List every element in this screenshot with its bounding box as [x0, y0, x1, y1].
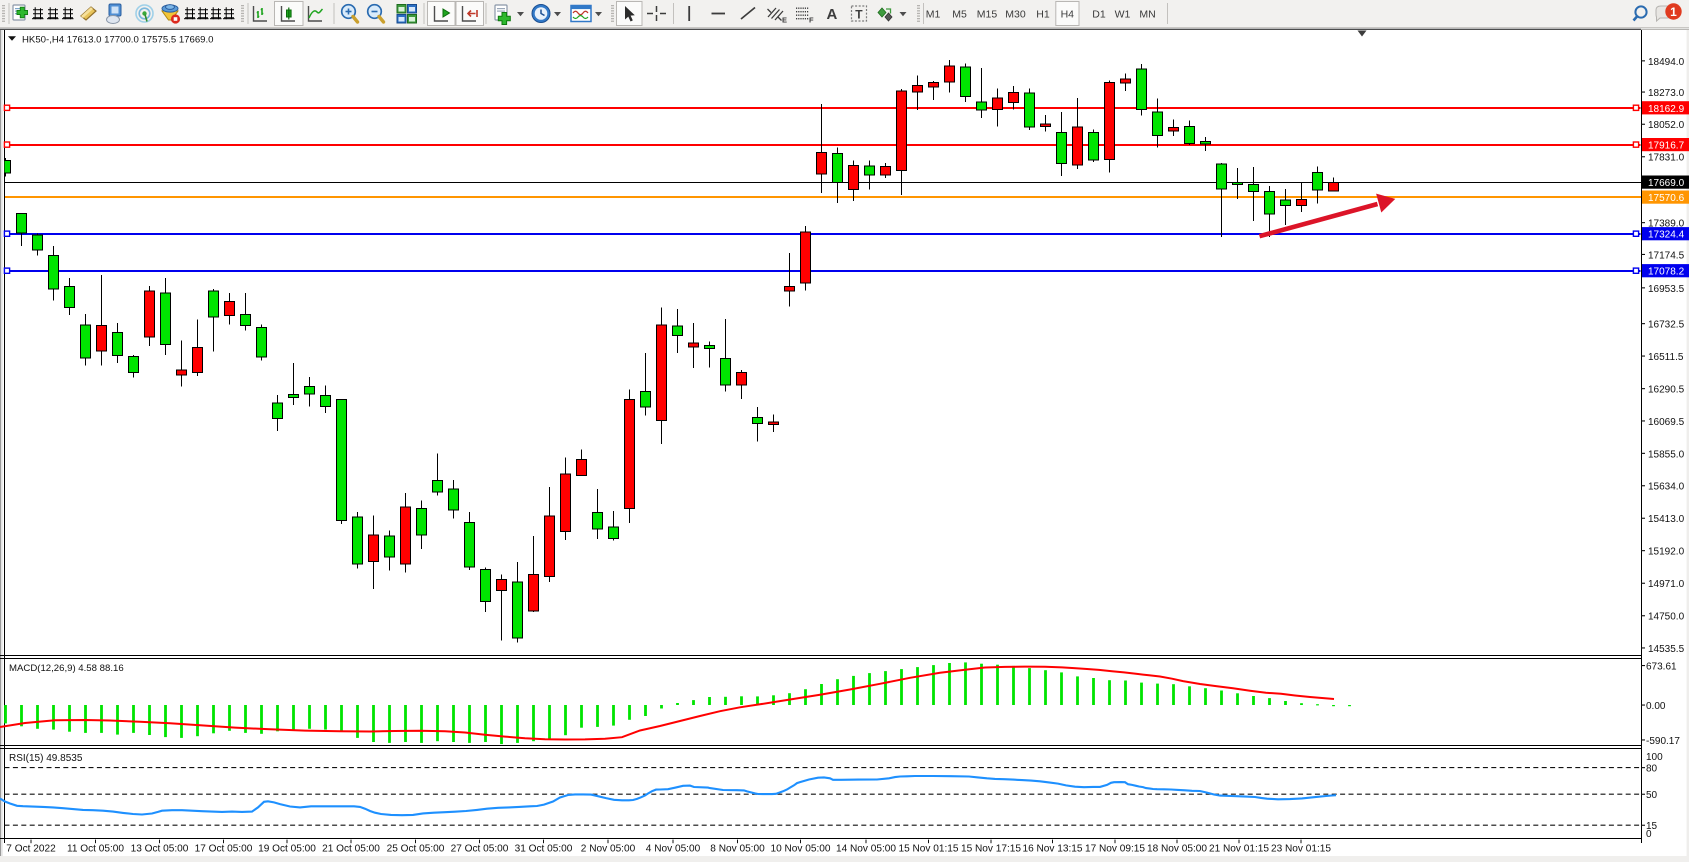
- svg-text:31 Oct 05:00: 31 Oct 05:00: [515, 844, 573, 855]
- svg-text:17324.4: 17324.4: [1648, 230, 1685, 241]
- svg-text:23 Nov 01:15: 23 Nov 01:15: [1271, 844, 1331, 855]
- svg-text:W1: W1: [1115, 9, 1131, 21]
- svg-text:18 Nov 05:00: 18 Nov 05:00: [1147, 844, 1207, 855]
- svg-text:7 Oct 2022: 7 Oct 2022: [6, 844, 56, 855]
- svg-text:25 Oct 05:00: 25 Oct 05:00: [387, 844, 445, 855]
- svg-text:19 Oct 05:00: 19 Oct 05:00: [258, 844, 316, 855]
- svg-text:14535.5: 14535.5: [1648, 644, 1685, 655]
- svg-text:HK50-,H4 17613.0 17700.0 1757: HK50-,H4 17613.0 17700.0 17575.5 17669.0: [22, 35, 214, 46]
- svg-text:16732.5: 16732.5: [1648, 320, 1685, 331]
- svg-text:16 Nov 13:15: 16 Nov 13:15: [1022, 844, 1082, 855]
- svg-text:17916.7: 17916.7: [1648, 141, 1685, 152]
- svg-text:18162.9: 18162.9: [1648, 104, 1685, 115]
- svg-text:16511.5: 16511.5: [1648, 352, 1684, 363]
- svg-text:MN: MN: [1139, 9, 1155, 21]
- svg-text:15 Nov 01:15: 15 Nov 01:15: [898, 844, 958, 855]
- svg-text:17 Oct 05:00: 17 Oct 05:00: [195, 844, 253, 855]
- svg-text:13 Oct 05:00: 13 Oct 05:00: [131, 844, 189, 855]
- svg-text:17669.0: 17669.0: [1648, 178, 1685, 189]
- svg-text:M5: M5: [952, 9, 967, 21]
- svg-text:14 Nov 05:00: 14 Nov 05:00: [836, 844, 896, 855]
- svg-text:50: 50: [1646, 790, 1658, 801]
- svg-text:17078.2: 17078.2: [1648, 267, 1685, 278]
- svg-text:1: 1: [1670, 5, 1677, 19]
- svg-text:M30: M30: [1005, 9, 1026, 21]
- svg-text:A: A: [827, 6, 838, 23]
- svg-text:-590.17: -590.17: [1646, 736, 1680, 747]
- svg-text:15 Nov 17:15: 15 Nov 17:15: [961, 844, 1021, 855]
- svg-text:15855.0: 15855.0: [1648, 449, 1685, 460]
- svg-text:D1: D1: [1092, 9, 1106, 21]
- svg-text:RSI(15) 49.8535: RSI(15) 49.8535: [9, 753, 83, 764]
- svg-text:16953.5: 16953.5: [1648, 284, 1685, 295]
- svg-text:0.00: 0.00: [1646, 701, 1666, 712]
- svg-text:17174.5: 17174.5: [1648, 250, 1685, 261]
- svg-text:15192.0: 15192.0: [1648, 547, 1685, 558]
- svg-text:M1: M1: [926, 9, 941, 21]
- svg-text:M15: M15: [977, 9, 998, 21]
- svg-text:27 Oct 05:00: 27 Oct 05:00: [451, 844, 509, 855]
- svg-text:8 Nov 05:00: 8 Nov 05:00: [710, 844, 765, 855]
- svg-text:0: 0: [1646, 829, 1652, 840]
- svg-text:15634.0: 15634.0: [1648, 482, 1685, 493]
- svg-text:100: 100: [1646, 752, 1663, 763]
- svg-text:2 Nov 05:00: 2 Nov 05:00: [581, 844, 636, 855]
- svg-text:16069.5: 16069.5: [1648, 417, 1685, 428]
- svg-text:21 Oct 05:00: 21 Oct 05:00: [322, 844, 380, 855]
- svg-text:15: 15: [1646, 821, 1658, 832]
- svg-text:18273.0: 18273.0: [1648, 88, 1685, 99]
- svg-text:14750.0: 14750.0: [1648, 612, 1685, 623]
- svg-text:H4: H4: [1061, 9, 1075, 21]
- svg-text:80: 80: [1646, 764, 1658, 775]
- svg-text:17 Nov 09:15: 17 Nov 09:15: [1085, 844, 1145, 855]
- svg-text:4 Nov 05:00: 4 Nov 05:00: [646, 844, 701, 855]
- svg-text:21 Nov 01:15: 21 Nov 01:15: [1209, 844, 1269, 855]
- svg-text:F: F: [809, 16, 814, 25]
- svg-text:14971.0: 14971.0: [1648, 579, 1685, 590]
- svg-text:H1: H1: [1036, 9, 1050, 21]
- svg-text:MACD(12,26,9) 4.58 88.16: MACD(12,26,9) 4.58 88.16: [9, 663, 124, 674]
- svg-text:18052.0: 18052.0: [1648, 120, 1685, 131]
- svg-text:E: E: [782, 16, 787, 25]
- svg-text:17831.0: 17831.0: [1648, 153, 1685, 164]
- svg-text:17389.0: 17389.0: [1648, 219, 1685, 230]
- svg-text:18494.0: 18494.0: [1648, 57, 1685, 68]
- svg-text:10 Nov 05:00: 10 Nov 05:00: [770, 844, 830, 855]
- svg-text:T: T: [855, 7, 863, 21]
- svg-text:17570.6: 17570.6: [1648, 193, 1685, 204]
- svg-text:673.61: 673.61: [1646, 662, 1677, 673]
- svg-text:11 Oct 05:00: 11 Oct 05:00: [67, 844, 124, 855]
- svg-text:16290.5: 16290.5: [1648, 385, 1685, 396]
- svg-text:15413.0: 15413.0: [1648, 514, 1685, 525]
